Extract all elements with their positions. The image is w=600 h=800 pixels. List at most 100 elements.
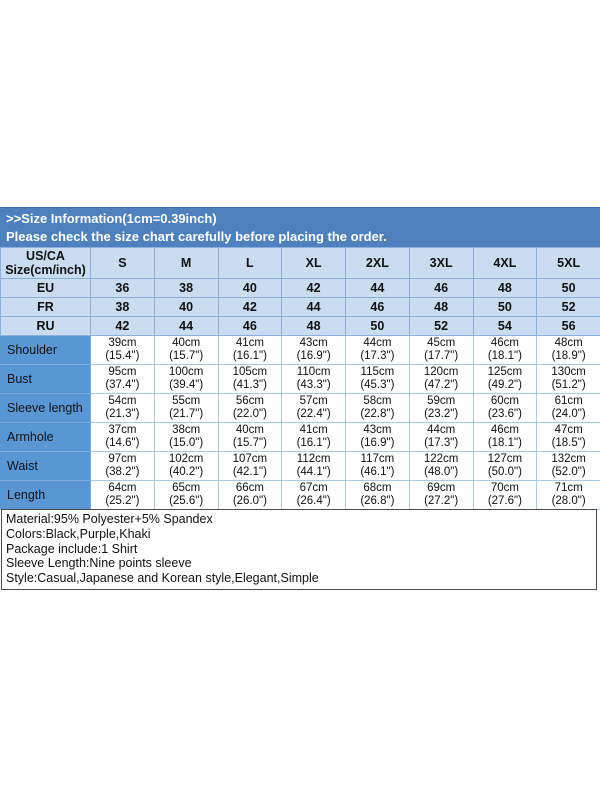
measurement-cell-sleeve-length-5: 59cm (23.2") [408, 393, 474, 423]
conversion-cell-ru-5: 52 [408, 316, 474, 336]
measurement-cell-armhole-2: 40cm (15.7") [217, 422, 283, 452]
measurement-cell-armhole-0: 37cm (14.6") [90, 422, 155, 452]
row-label-fr: FR [0, 297, 91, 317]
measurement-cell-armhole-4: 43cm (16.9") [345, 422, 410, 452]
size-info-banner: >>Size Information(1cm=0.39inch) Please … [0, 207, 600, 247]
measurement-cell-armhole-7: 47cm (18.5") [536, 422, 600, 452]
corner-header-cell: US/CA Size(cm/inch) [0, 247, 91, 279]
row-label-eu: EU [0, 278, 91, 298]
detail-line-3: Sleeve Length:Nine points sleeve [6, 556, 192, 571]
detail-line-0: Material:95% Polyester+5% Spandex [6, 512, 213, 526]
measurement-cell-armhole-3: 41cm (16.1") [281, 422, 346, 452]
size-info-title: >>Size Information(1cm=0.39inch) [6, 211, 217, 226]
conversion-cell-ru-2: 46 [217, 316, 283, 336]
measurement-cell-armhole-6: 46cm (18.1") [472, 422, 538, 452]
row-label-waist: Waist [0, 451, 91, 481]
measurement-cell-sleeve-length-4: 58cm (22.8") [345, 393, 410, 423]
row-label-armhole: Armhole [0, 422, 91, 452]
measurement-cell-sleeve-length-0: 54cm (21.3") [90, 393, 155, 423]
measurement-cell-armhole-1: 38cm (15.0") [153, 422, 219, 452]
measurement-cell-length-6: 70cm (27.6") [472, 480, 538, 510]
measurement-cell-waist-1: 102cm (40.2") [153, 451, 219, 481]
measurement-cell-sleeve-length-6: 60cm (23.6") [472, 393, 538, 423]
conversion-cell-eu-3: 42 [281, 278, 346, 298]
measurement-cell-sleeve-length-2: 56cm (22.0") [217, 393, 283, 423]
measurement-cell-length-5: 69cm (27.2") [408, 480, 474, 510]
conversion-cell-eu-4: 44 [345, 278, 410, 298]
measurement-cell-waist-7: 132cm (52.0") [536, 451, 600, 481]
conversion-cell-ru-1: 44 [153, 316, 219, 336]
size-col-header-3xl: 3XL [408, 247, 474, 279]
measurement-cell-bust-7: 130cm (51.2") [536, 364, 600, 394]
product-details-box: Material:95% Polyester+5% Spandex Colors:… [1, 509, 597, 590]
conversion-cell-eu-1: 38 [153, 278, 219, 298]
measurement-cell-shoulder-2: 41cm (16.1") [217, 335, 283, 365]
measurement-cell-shoulder-1: 40cm (15.7") [153, 335, 219, 365]
measurement-cell-bust-1: 100cm (39.4") [153, 364, 219, 394]
measurement-cell-length-4: 68cm (26.8") [345, 480, 410, 510]
measurement-cell-shoulder-5: 45cm (17.7") [408, 335, 474, 365]
measurement-cell-length-3: 67cm (26.4") [281, 480, 346, 510]
conversion-cell-fr-2: 42 [217, 297, 283, 317]
conversion-cell-ru-0: 42 [90, 316, 155, 336]
conversion-cell-ru-6: 54 [472, 316, 538, 336]
measurement-cell-length-2: 66cm (26.0") [217, 480, 283, 510]
size-col-header-5xl: 5XL [536, 247, 600, 279]
conversion-cell-eu-0: 36 [90, 278, 155, 298]
measurement-cell-sleeve-length-1: 55cm (21.7") [153, 393, 219, 423]
measurement-cell-shoulder-6: 46cm (18.1") [472, 335, 538, 365]
size-col-header-s: S [90, 247, 155, 279]
measurement-cell-sleeve-length-3: 57cm (22.4") [281, 393, 346, 423]
conversion-cell-fr-7: 52 [536, 297, 600, 317]
measurement-cell-shoulder-7: 48cm (18.9") [536, 335, 600, 365]
measurement-cell-waist-0: 97cm (38.2") [90, 451, 155, 481]
measurement-cell-length-0: 64cm (25.2") [90, 480, 155, 510]
measurement-cell-bust-6: 125cm (49.2") [472, 364, 538, 394]
measurement-cell-waist-4: 117cm (46.1") [345, 451, 410, 481]
conversion-cell-fr-5: 48 [408, 297, 474, 317]
conversion-cell-fr-3: 44 [281, 297, 346, 317]
measurement-cell-shoulder-4: 44cm (17.3") [345, 335, 410, 365]
size-col-header-xl: XL [281, 247, 346, 279]
detail-line-4: Style:Casual,Japanese and Korean style,E… [6, 571, 319, 586]
measurement-cell-bust-0: 95cm (37.4") [90, 364, 155, 394]
measurement-cell-bust-5: 120cm (47.2") [408, 364, 474, 394]
size-info-warning: Please check the size chart carefully be… [6, 229, 387, 244]
conversion-cell-ru-7: 56 [536, 316, 600, 336]
conversion-cell-eu-6: 48 [472, 278, 538, 298]
size-col-header-2xl: 2XL [345, 247, 410, 279]
conversion-cell-ru-3: 48 [281, 316, 346, 336]
detail-line-1: Colors:Black,Purple,Khaki [6, 526, 151, 541]
conversion-cell-fr-4: 46 [345, 297, 410, 317]
size-table-body: US/CA Size(cm/inch) S M L XL 2XL 3XL 4XL 5XL EU 36 3… [0, 247, 600, 510]
measurement-cell-length-7: 71cm (28.0") [536, 480, 600, 510]
measurement-cell-shoulder-0: 39cm (15.4") [90, 335, 155, 365]
row-label-length: Length [0, 480, 91, 510]
conversion-cell-fr-1: 40 [153, 297, 219, 317]
measurement-cell-sleeve-length-7: 61cm (24.0") [536, 393, 600, 423]
row-label-shoulder: Shoulder [0, 335, 91, 365]
conversion-cell-eu-5: 46 [408, 278, 474, 298]
conversion-cell-eu-2: 40 [217, 278, 283, 298]
measurement-cell-waist-2: 107cm (42.1") [217, 451, 283, 481]
measurement-cell-waist-5: 122cm (48.0") [408, 451, 474, 481]
conversion-cell-eu-7: 50 [536, 278, 600, 298]
measurement-cell-length-1: 65cm (25.6") [153, 480, 219, 510]
size-col-header-m: M [153, 247, 219, 279]
size-table: US/CA Size(cm/inch) S M L XL 2XL 3XL 4XL 5XL EU 36 3… [0, 247, 600, 510]
detail-line-2: Package include:1 Shirt [6, 541, 138, 556]
measurement-cell-shoulder-3: 43cm (16.9") [281, 335, 346, 365]
measurement-cell-bust-4: 115cm (45.3") [345, 364, 410, 394]
measurement-cell-bust-2: 105cm (41.3") [217, 364, 283, 394]
measurement-cell-armhole-5: 44cm (17.3") [408, 422, 474, 452]
size-col-header-4xl: 4XL [472, 247, 538, 279]
measurement-cell-bust-3: 110cm (43.3") [281, 364, 346, 394]
conversion-cell-ru-4: 50 [345, 316, 410, 336]
row-label-sleeve-length: Sleeve length [0, 393, 91, 423]
measurement-cell-waist-3: 112cm (44.1") [281, 451, 346, 481]
size-col-header-l: L [217, 247, 283, 279]
conversion-cell-fr-6: 50 [472, 297, 538, 317]
measurement-cell-waist-6: 127cm (50.0") [472, 451, 538, 481]
row-label-bust: Bust [0, 364, 91, 394]
